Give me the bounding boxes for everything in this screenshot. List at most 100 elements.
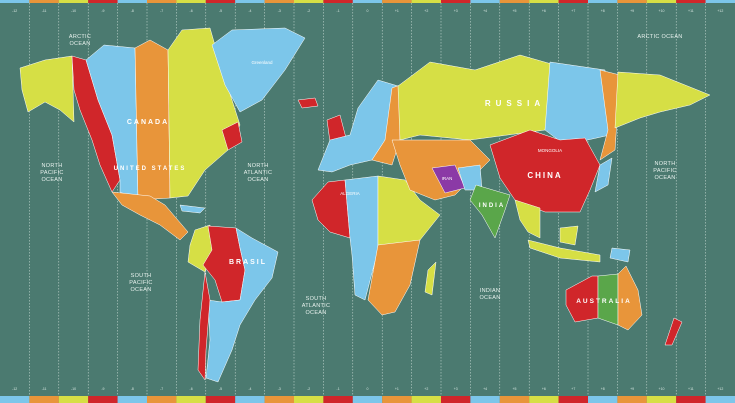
- time-zone-label-top: -9: [101, 9, 104, 13]
- top-strip-segment: [411, 0, 441, 3]
- north-pacific-ocean-label-line3: OCEAN: [41, 177, 62, 183]
- time-zone-label-top: +6: [542, 9, 546, 13]
- new-zealand[interactable]: [664, 317, 683, 346]
- time-zone-label-top: -7: [160, 9, 163, 13]
- brazil-argentina[interactable]: [205, 227, 279, 383]
- time-zone-label-bottom: 0: [367, 387, 369, 391]
- brasil-label: BRASIL: [229, 259, 267, 266]
- bottom-strip-segment: [529, 396, 559, 403]
- bottom-strip-segment: [147, 396, 177, 403]
- top-strip-segment: [646, 0, 677, 3]
- time-zone-label-top: +7: [571, 9, 575, 13]
- south-pacific-ocean-label-line2: PACIFIC: [129, 280, 152, 286]
- south-atlantic-ocean-label-line3: OCEAN: [305, 310, 326, 316]
- southeast-asia[interactable]: [514, 199, 541, 239]
- top-strip-segment: [264, 0, 294, 3]
- north-pacific-ocean-label-east: NORTH: [655, 161, 676, 167]
- new-guinea[interactable]: [609, 247, 631, 263]
- alaska[interactable]: [19, 55, 75, 123]
- top-strip-segment: [0, 0, 30, 3]
- time-zone-label-bottom: -4: [248, 387, 251, 391]
- borneo[interactable]: [559, 225, 579, 246]
- madagascar[interactable]: [424, 261, 437, 296]
- bottom-strip-segment: [646, 396, 677, 403]
- southern-africa[interactable]: [367, 239, 421, 316]
- time-zone-label-bottom: -3: [278, 387, 281, 391]
- top-strip-segment: [147, 0, 177, 3]
- mountain-time-zone-region[interactable]: [85, 44, 139, 201]
- bottom-strip-segment: [88, 396, 118, 403]
- time-zone-label-bottom: -5: [219, 387, 222, 391]
- top-strip-segment: [382, 0, 412, 3]
- bottom-strip-segment: [264, 396, 294, 403]
- indonesia[interactable]: [527, 239, 601, 263]
- bottom-strip-segment: [382, 396, 412, 403]
- china-mongolia[interactable]: [489, 129, 601, 213]
- time-zone-label-top: -4: [248, 9, 251, 13]
- iceland[interactable]: [297, 97, 319, 109]
- eastern-russia[interactable]: [614, 71, 711, 129]
- caribbean[interactable]: [179, 204, 206, 214]
- bottom-strip-segment: [352, 396, 383, 403]
- top-strip-segment: [617, 0, 647, 3]
- north-atlantic-ocean-label: NORTH: [248, 163, 269, 169]
- bottom-strip-segment: [323, 396, 353, 403]
- greenland[interactable]: [211, 27, 306, 113]
- ocean-labels: ARCTIC OCEAN ARCTIC OCEAN NORTH PACIFIC …: [40, 34, 682, 316]
- top-strip-segment: [205, 0, 236, 3]
- bottom-strip-segment: [176, 396, 206, 403]
- top-strip-segment: [294, 0, 324, 3]
- bottom-strip-segment: [411, 396, 441, 403]
- time-zone-label-top: +1: [395, 9, 399, 13]
- time-zone-label-bottom: -11: [42, 387, 47, 391]
- atlantic-canada[interactable]: [221, 121, 243, 151]
- top-strip-segment: [29, 0, 59, 3]
- australia-label: AUSTRALIA: [576, 298, 632, 305]
- top-strip-segment: [529, 0, 559, 3]
- arctic-ocean-label: ARCTIC: [69, 34, 91, 40]
- north-pacific-ocean-label: NORTH: [42, 163, 63, 169]
- bottom-strip-segment: [499, 396, 530, 403]
- top-strip-segment: [499, 0, 530, 3]
- time-zone-label-bottom: +8: [601, 387, 605, 391]
- time-zone-label-bottom: +10: [659, 387, 665, 391]
- time-zone-label-top: -8: [131, 9, 134, 13]
- bottom-time-zone-strip: -12 -11 -10 -9 -8 -7 -6 -5 -4 -3 -2 -1 0 +1 +2 +3 +4 +5 +6…: [0, 387, 735, 403]
- bottom-strip-segment: [29, 396, 59, 403]
- time-zone-label-bottom: +9: [630, 387, 634, 391]
- time-zone-label-top: -11: [42, 9, 47, 13]
- top-strip-segment: [235, 0, 265, 3]
- time-zone-label-bottom: +4: [483, 387, 487, 391]
- eastern-australia[interactable]: [617, 265, 643, 331]
- arctic-ocean-label-east: ARCTIC OCEAN: [637, 34, 682, 40]
- time-zone-label-bottom: -6: [190, 387, 193, 391]
- time-zone-label-bottom: +3: [454, 387, 458, 391]
- greenland-label: Greenland: [251, 60, 273, 65]
- time-zone-label-top: -6: [190, 9, 193, 13]
- top-strip-segment: [117, 0, 147, 3]
- chile[interactable]: [197, 271, 211, 381]
- south-pacific-ocean-label-line3: OCEAN: [130, 287, 151, 293]
- time-zone-label-bottom: +2: [424, 387, 428, 391]
- top-strip-segment: [323, 0, 353, 3]
- south-atlantic-ocean-label-line2: ATLANTIC: [302, 303, 331, 309]
- time-zone-label-top: +10: [659, 9, 665, 13]
- indian-ocean-label-line2: OCEAN: [479, 295, 500, 301]
- algeria-label: ALGERIA: [340, 191, 360, 196]
- bottom-strip-segment: [0, 396, 30, 403]
- india[interactable]: [469, 184, 511, 239]
- time-zone-label-bottom: -1: [337, 387, 340, 391]
- top-strip-segment: [441, 0, 471, 3]
- japan[interactable]: [594, 157, 613, 193]
- mexico-central-america[interactable]: [111, 191, 189, 241]
- top-strip-segment: [558, 0, 588, 3]
- time-zone-label-top: +11: [688, 9, 694, 13]
- top-strip-segment: [352, 0, 383, 3]
- central-russia[interactable]: [544, 61, 611, 146]
- south-atlantic-ocean-label: SOUTH: [306, 296, 327, 302]
- eastern-russia-orange[interactable]: [599, 69, 621, 161]
- country-labels: CANADA UNITED STATES BRASIL RUSSIA CHINA…: [114, 60, 632, 305]
- time-zone-label-top: -1: [337, 9, 340, 13]
- time-zone-label-top: +8: [601, 9, 605, 13]
